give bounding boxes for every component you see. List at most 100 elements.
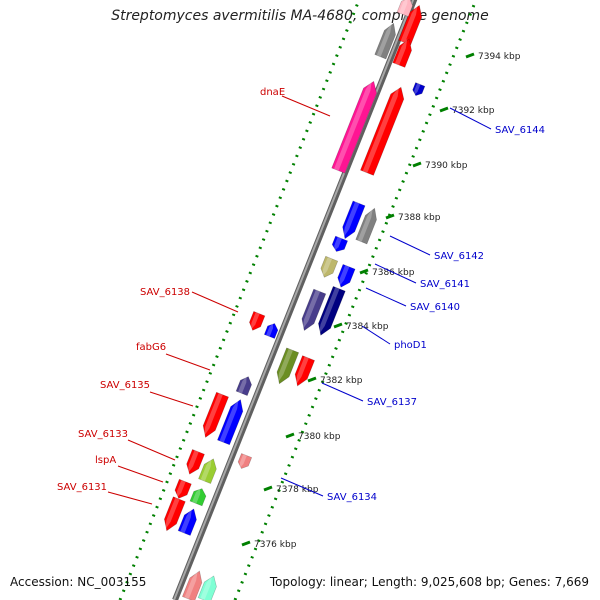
gene-arrow[interactable] bbox=[355, 206, 380, 245]
label-leader-line bbox=[281, 95, 331, 117]
gene-arrow[interactable] bbox=[236, 453, 253, 470]
gene-arrow-shape[interactable] bbox=[263, 321, 279, 339]
gene-arrow-shape[interactable] bbox=[318, 255, 339, 279]
gene-arrow-highlight bbox=[334, 236, 342, 251]
gene-label[interactable]: phoD1 bbox=[394, 340, 427, 351]
gene-arrow-shape[interactable] bbox=[177, 507, 200, 536]
gene-arrow-highlight bbox=[277, 348, 293, 384]
gene-arrow-shape[interactable] bbox=[360, 85, 407, 176]
gene-label[interactable]: fabG6 bbox=[136, 342, 166, 353]
gene-arrow[interactable] bbox=[247, 311, 266, 332]
gene-label[interactable]: SAV_6144 bbox=[495, 125, 545, 136]
gene-arrow-shape[interactable] bbox=[331, 79, 381, 174]
gene-arrow-shape[interactable] bbox=[298, 288, 327, 333]
gene-label[interactable]: dnaE bbox=[260, 87, 285, 98]
gene-arrow-shape[interactable] bbox=[198, 456, 220, 484]
gene-arrow-shape[interactable] bbox=[197, 574, 220, 600]
gene-arrow-shape[interactable] bbox=[199, 391, 229, 440]
gene-arrow-shape[interactable] bbox=[355, 206, 380, 245]
gene-arrow-highlight bbox=[203, 393, 223, 437]
gene-arrow[interactable] bbox=[330, 235, 349, 254]
gene-arrow[interactable] bbox=[198, 456, 220, 484]
gene-arrow[interactable] bbox=[335, 263, 356, 289]
gene-arrow[interactable] bbox=[360, 85, 407, 176]
gene-arrow[interactable] bbox=[182, 569, 205, 600]
gene-arrow-shape[interactable] bbox=[273, 347, 300, 386]
gene-arrow[interactable] bbox=[315, 285, 346, 337]
gene-arrow-shape[interactable] bbox=[396, 0, 415, 17]
gene-arrow-highlight bbox=[318, 287, 340, 335]
gene-label[interactable]: SAV_6137 bbox=[367, 397, 417, 408]
gene-arrow[interactable] bbox=[217, 397, 246, 446]
label-leader-line bbox=[361, 325, 391, 345]
label-leader-line bbox=[191, 291, 239, 313]
gene-arrow-shape[interactable] bbox=[235, 374, 254, 396]
gene-arrow[interactable] bbox=[263, 321, 279, 339]
gene-arrow[interactable] bbox=[291, 355, 315, 389]
gene-label[interactable]: SAV_6141 bbox=[420, 279, 470, 290]
gene-arrow[interactable] bbox=[318, 255, 339, 279]
gene-arrow-shape[interactable] bbox=[217, 397, 246, 446]
gene-arrow-shape[interactable] bbox=[161, 496, 186, 533]
gene-arrow[interactable] bbox=[197, 574, 220, 600]
gene-arrow-shape[interactable] bbox=[236, 453, 253, 470]
gene-arrow-highlight bbox=[394, 38, 408, 66]
gene-arrow-shape[interactable] bbox=[411, 82, 426, 98]
gene-arrow-shape[interactable] bbox=[315, 285, 346, 337]
gene-arrow-highlight bbox=[180, 508, 192, 534]
gene-label[interactable]: SAV_6135 bbox=[100, 380, 150, 391]
gene-arrow-shape[interactable] bbox=[291, 355, 315, 389]
accession-text: Accession: NC_003155 bbox=[10, 575, 147, 589]
scale-tick-label: 7392 kbp bbox=[452, 106, 495, 116]
gene-arrow[interactable] bbox=[392, 37, 415, 68]
gene-arrow-shape[interactable] bbox=[335, 263, 356, 289]
gene-label[interactable]: SAV_6140 bbox=[410, 302, 460, 313]
gene-label[interactable]: SAV_6142 bbox=[434, 251, 484, 262]
scale-tick-mark bbox=[359, 268, 369, 275]
scale-tick-mark bbox=[241, 540, 251, 547]
gene-arrow[interactable] bbox=[173, 478, 192, 501]
gene-arrow-shape[interactable] bbox=[184, 449, 205, 476]
gene-arrow[interactable] bbox=[235, 374, 254, 396]
gene-arrow[interactable] bbox=[339, 200, 366, 241]
gene-arrow-highlight bbox=[192, 487, 201, 504]
backbone-highlight bbox=[173, 0, 415, 600]
label-leader-line bbox=[117, 465, 164, 483]
gene-arrow[interactable] bbox=[189, 486, 208, 507]
gene-arrow-shape[interactable] bbox=[182, 569, 205, 600]
scale-tick-mark bbox=[465, 52, 475, 59]
gene-arrow-highlight bbox=[219, 398, 239, 443]
gene-arrow-shape[interactable] bbox=[374, 21, 399, 60]
gene-arrow[interactable] bbox=[298, 288, 327, 333]
gene-arrow[interactable] bbox=[273, 347, 300, 386]
gene-label[interactable]: lspA bbox=[95, 455, 116, 466]
scale-tick-mark bbox=[285, 432, 295, 439]
gene-arrow[interactable] bbox=[184, 449, 205, 476]
gene-arrow[interactable] bbox=[411, 82, 426, 98]
gene-arrow-highlight bbox=[343, 201, 360, 238]
gene-arrow[interactable] bbox=[396, 0, 415, 17]
gene-label[interactable]: SAV_6131 bbox=[57, 482, 107, 493]
gene-arrow-shape[interactable] bbox=[330, 235, 349, 254]
gene-arrow-highlight bbox=[399, 0, 408, 15]
gene-arrow[interactable] bbox=[161, 496, 186, 533]
gene-arrow-shape[interactable] bbox=[189, 486, 208, 507]
label-leader-line bbox=[389, 235, 431, 256]
gene-arrow-shape[interactable] bbox=[339, 200, 366, 241]
gene-label[interactable]: SAV_6133 bbox=[78, 429, 128, 440]
label-leader-line bbox=[449, 107, 492, 130]
gene-arrow-shape[interactable] bbox=[392, 37, 415, 68]
gene-arrow[interactable] bbox=[199, 391, 229, 440]
gene-arrow[interactable] bbox=[331, 79, 381, 174]
label-leader-line bbox=[127, 439, 176, 461]
gene-label[interactable]: SAV_6134 bbox=[327, 492, 377, 503]
scale-tick-label: 7388 kbp bbox=[398, 213, 441, 223]
gene-arrow-shape[interactable] bbox=[173, 478, 192, 501]
scale-tick-label: 7390 kbp bbox=[425, 161, 468, 171]
gene-arrow[interactable] bbox=[177, 507, 200, 536]
gene-arrow-shape[interactable] bbox=[247, 311, 266, 332]
scale-tick-label: 7380 kbp bbox=[298, 432, 341, 442]
gene-label[interactable]: SAV_6138 bbox=[140, 287, 190, 298]
gene-arrow[interactable] bbox=[374, 21, 399, 60]
